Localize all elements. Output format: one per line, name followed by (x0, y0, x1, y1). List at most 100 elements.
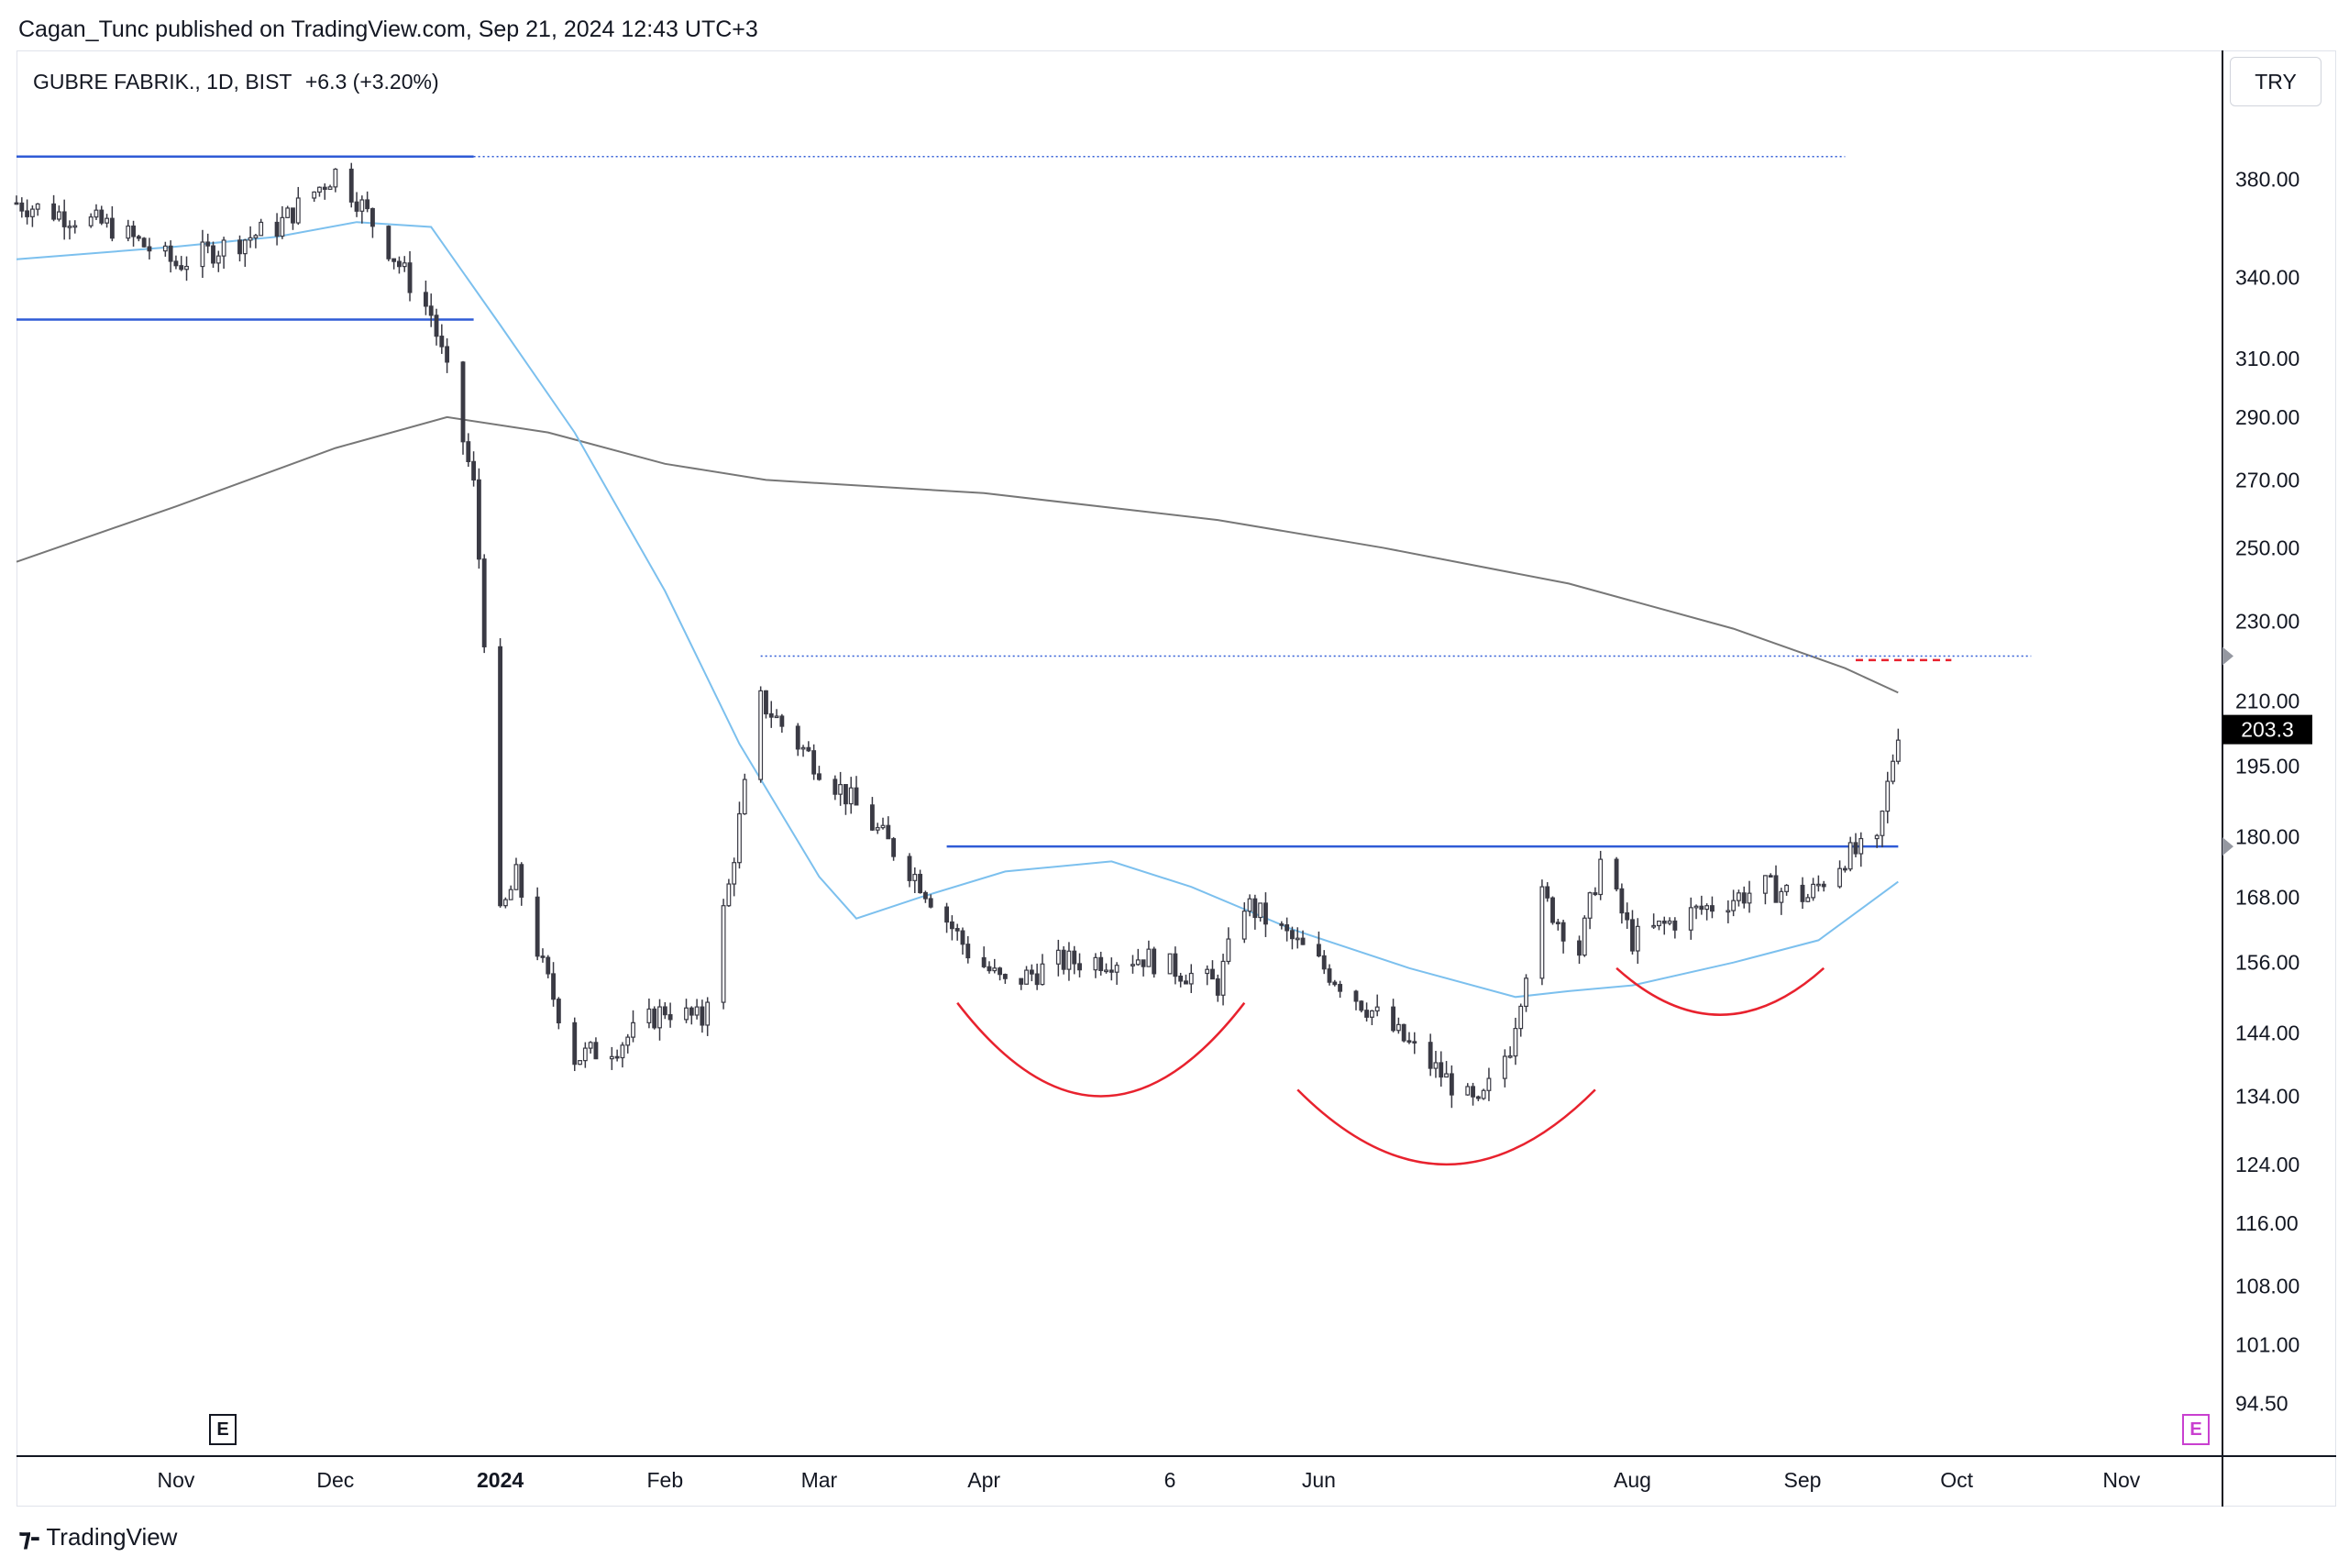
candle (519, 862, 524, 906)
candle-body (259, 221, 264, 237)
candle (1353, 989, 1359, 1010)
candle-body (498, 646, 503, 907)
tradingview-mark-icon: ⁊⁃ (18, 1523, 41, 1551)
candle-body (1731, 900, 1737, 911)
candle-body (1146, 948, 1152, 967)
candle-body (1178, 976, 1184, 982)
candle (1024, 966, 1029, 985)
currency-button[interactable]: TRY (2230, 57, 2321, 106)
candle-body (1625, 911, 1630, 921)
candle (1874, 834, 1880, 848)
candle (359, 195, 365, 224)
candle-body (126, 225, 131, 239)
candle-body (1779, 890, 1784, 903)
candle (1263, 892, 1268, 937)
candle (1773, 865, 1779, 903)
candle (1072, 945, 1077, 975)
candle (582, 1042, 588, 1068)
candle-body (274, 221, 280, 237)
candle-body (1800, 884, 1805, 902)
candle-body (614, 1055, 620, 1059)
candle-body (657, 1006, 662, 1029)
candle-body (1215, 977, 1220, 996)
candle-body (1667, 920, 1672, 924)
candle-body (1034, 973, 1040, 986)
candle-body (1077, 963, 1082, 971)
candle (1587, 891, 1593, 930)
candle (843, 784, 848, 815)
candle (694, 999, 700, 1020)
time-tick-label: Oct (1940, 1468, 1973, 1492)
candle-body (833, 778, 838, 795)
candle (1034, 963, 1040, 990)
candle-body (1891, 760, 1895, 782)
candle (280, 205, 285, 239)
candle-body (779, 715, 785, 727)
candle (253, 234, 259, 248)
candle-body (667, 1014, 673, 1021)
candle-body (221, 239, 226, 257)
candle (954, 923, 960, 941)
candle-body (141, 237, 147, 248)
candle (1657, 920, 1661, 931)
candle-body (88, 216, 94, 226)
candle-body (67, 226, 72, 228)
candle-body (1428, 1042, 1433, 1069)
candle-body (1002, 974, 1008, 979)
candle (466, 433, 471, 468)
candle-body (1289, 930, 1295, 940)
candle-body (1693, 905, 1699, 909)
price-tick-label: 144.00 (2235, 1021, 2299, 1044)
candle (1582, 915, 1587, 957)
candle-body (392, 258, 397, 262)
candle (1614, 856, 1619, 892)
candle (445, 337, 450, 373)
candle-body (348, 168, 354, 203)
tradingview-logo[interactable]: ⁊⁃ TradingView (18, 1522, 177, 1552)
candle (1800, 877, 1805, 910)
time-tick-label: Mar (801, 1468, 838, 1492)
candle-body (14, 202, 19, 205)
candle-body (99, 209, 105, 224)
candle-body (1587, 892, 1593, 919)
candle-body (1657, 920, 1661, 927)
candle (1891, 754, 1895, 785)
candle (370, 207, 375, 238)
price-tick-label: 168.00 (2235, 886, 2299, 910)
candle (14, 195, 19, 205)
candle-body (1316, 944, 1321, 957)
candle-body (1205, 968, 1210, 975)
candle-body (869, 804, 875, 831)
candle (1338, 980, 1343, 999)
candle (646, 998, 652, 1029)
candle-body (1395, 1023, 1401, 1032)
chart-frame[interactable] (17, 50, 2336, 1507)
candle-body (1364, 1010, 1370, 1018)
candle-body (732, 862, 737, 885)
earnings-badge-left[interactable]: E (209, 1414, 237, 1445)
candle (944, 902, 950, 933)
candle-body (1741, 892, 1747, 904)
candle-body (1555, 922, 1560, 925)
candle-body (1210, 968, 1215, 980)
candle (221, 237, 226, 270)
candle-body (1433, 1062, 1439, 1069)
candle (1688, 897, 1693, 940)
ema-long-layer (16, 415, 1899, 694)
candle-body (460, 361, 466, 443)
trendline-layer (17, 155, 2032, 848)
earnings-badge-right[interactable]: E (2182, 1414, 2210, 1445)
candle-body (1880, 811, 1885, 836)
candle (1040, 954, 1045, 986)
candle (1252, 894, 1258, 930)
candle-body (333, 168, 338, 188)
candle (285, 205, 291, 218)
candle-body (1847, 842, 1853, 870)
candle (1316, 931, 1321, 958)
candle (1295, 927, 1300, 949)
candle (1449, 1065, 1454, 1109)
candle-body (546, 956, 551, 975)
price-tick-label: 101.00 (2235, 1333, 2299, 1357)
candle-body (875, 827, 880, 831)
